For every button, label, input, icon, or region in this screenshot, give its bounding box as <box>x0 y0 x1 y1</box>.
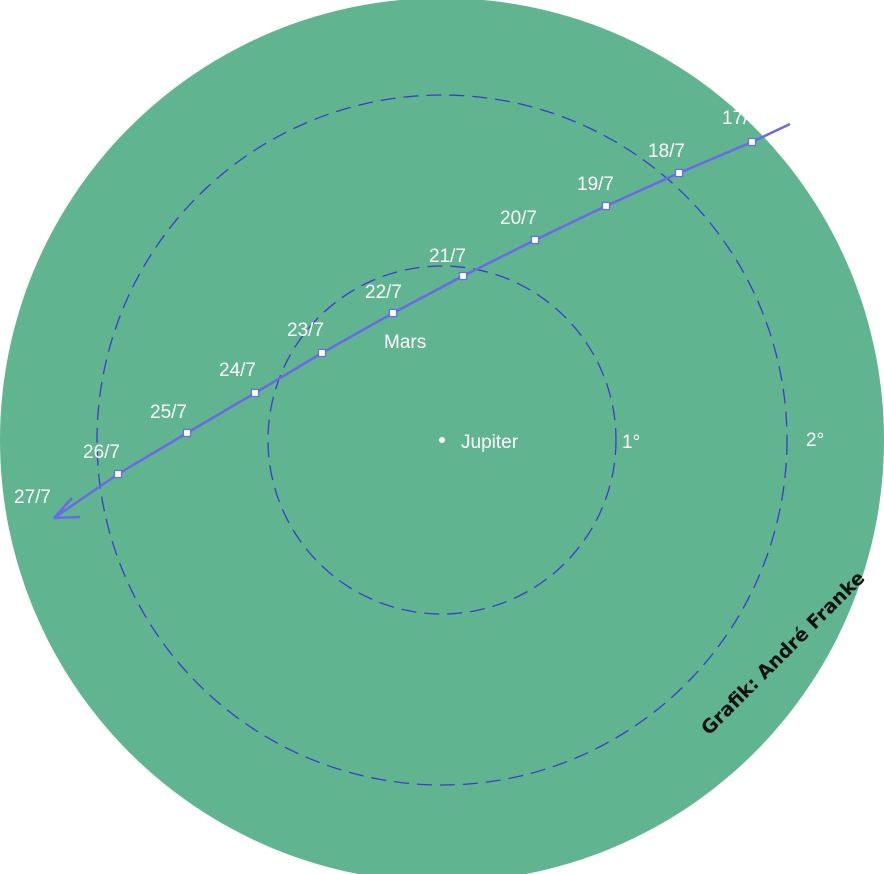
jupiter-marker <box>439 437 445 443</box>
date-label: 27/7 <box>14 487 51 508</box>
date-label: 20/7 <box>500 208 537 229</box>
date-label: 18/7 <box>648 141 685 162</box>
track-arrow-head <box>53 497 81 520</box>
date-label: 25/7 <box>150 402 187 423</box>
mars-position-marker <box>182 428 192 438</box>
mars-label: Mars <box>384 332 426 353</box>
mars-track-line <box>53 122 791 520</box>
mars-position-marker <box>250 388 260 398</box>
ring-2-label: 2° <box>806 430 824 451</box>
mars-position-marker <box>530 235 540 245</box>
date-label: 19/7 <box>577 174 614 195</box>
date-label: 26/7 <box>83 442 120 463</box>
mars-position-marker <box>747 137 757 147</box>
date-label: 17/7 <box>722 108 759 129</box>
date-label: 21/7 <box>429 246 466 267</box>
ring-1-degree <box>267 265 617 615</box>
ring-2-degree <box>96 94 788 786</box>
ring-1-label: 1° <box>622 432 640 453</box>
mars-position-marker <box>388 308 398 318</box>
date-label: 22/7 <box>365 282 402 303</box>
mars-position-marker <box>113 469 123 479</box>
mars-track: 17/7 18/7 19/7 20/7 21/7 22/7 23/7 24/7 25/7 26/7… <box>14 108 791 520</box>
jupiter-label: Jupiter <box>461 432 519 453</box>
mars-position-marker <box>458 271 468 281</box>
date-label: 23/7 <box>287 320 324 341</box>
date-label: 24/7 <box>219 360 256 381</box>
mars-position-marker <box>674 168 684 178</box>
mars-position-marker <box>601 201 611 211</box>
mars-position-marker <box>317 348 327 358</box>
